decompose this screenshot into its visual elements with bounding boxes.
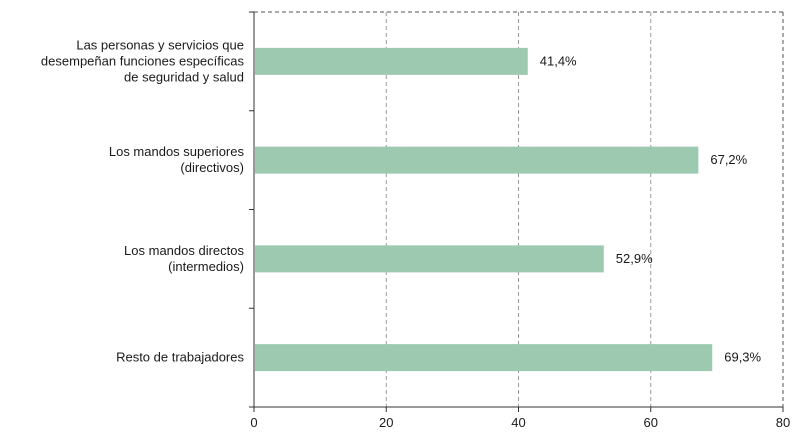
category-label-line: Los mandos superiores bbox=[109, 144, 245, 159]
category-label-2: Los mandos directos (intermedios) bbox=[124, 243, 244, 274]
category-label-line: Resto de trabajadores bbox=[116, 350, 244, 365]
bar-2 bbox=[255, 245, 604, 273]
data-label-1: 67,2% bbox=[710, 152, 747, 167]
category-label-0: Las personas y servicios que desempeñan f… bbox=[41, 37, 245, 84]
axis-ticks bbox=[249, 11, 784, 412]
data-label-2: 52,9% bbox=[616, 251, 653, 266]
bars bbox=[255, 47, 713, 372]
category-label-line: desempeñan funciones específicas bbox=[41, 53, 245, 68]
category-label-line: Las personas y servicios que bbox=[76, 37, 244, 52]
category-label-line: (intermedios) bbox=[168, 259, 244, 274]
category-label-line: Los mandos directos bbox=[124, 243, 244, 258]
bar-1 bbox=[255, 146, 699, 174]
x-tick-label-40: 40 bbox=[511, 415, 525, 430]
x-tick-label-0: 0 bbox=[250, 415, 257, 430]
category-label-3: Resto de trabajadores bbox=[116, 350, 244, 365]
data-label-0: 41,4% bbox=[540, 53, 577, 68]
bar-3 bbox=[255, 344, 713, 372]
category-label-line: de seguridad y salud bbox=[124, 69, 244, 84]
category-label-1: Los mandos superiores (directivos) bbox=[109, 144, 245, 175]
category-label-line: (directivos) bbox=[180, 160, 244, 175]
x-tick-label-20: 20 bbox=[379, 415, 393, 430]
bar-0 bbox=[255, 47, 528, 75]
labels: 0 20 40 60 80 41,4% Las personas y servicios q… bbox=[41, 37, 790, 430]
x-tick-label-80: 80 bbox=[776, 415, 790, 430]
x-tick-label-60: 60 bbox=[644, 415, 658, 430]
data-label-3: 69,3% bbox=[724, 350, 761, 365]
